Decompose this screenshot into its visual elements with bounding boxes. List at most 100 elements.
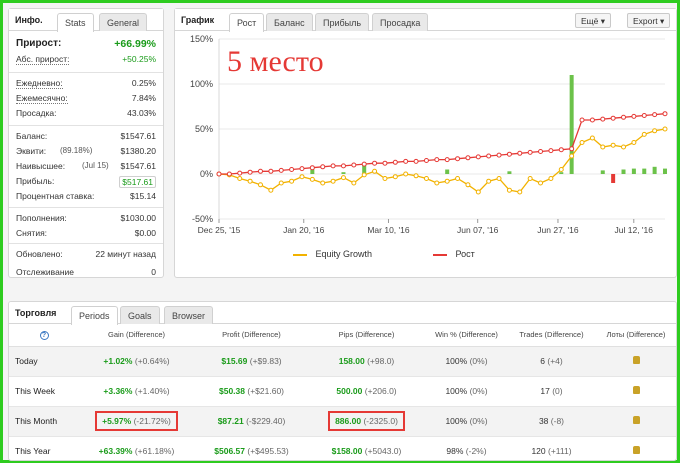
gain-diff: (-21.72%) (133, 416, 171, 426)
data-point (330, 163, 336, 169)
data-point (662, 111, 668, 117)
data-point (423, 158, 429, 163)
tab-growth[interactable]: Рост (229, 13, 265, 32)
gain-row: Прирост: +66.99% (16, 38, 156, 52)
drawdown-label: Просадка: (16, 108, 57, 118)
data-point (486, 153, 492, 159)
data-point (320, 180, 326, 186)
data-point (631, 113, 637, 119)
data-point (475, 189, 481, 195)
equity-row: Эквити: (89.18%) $1380.20 (16, 146, 156, 158)
data-point (455, 176, 461, 181)
chart-title: График (181, 15, 215, 25)
daily-label: Ежедневно: (16, 78, 63, 89)
data-point (652, 112, 658, 118)
legend-growth[interactable]: Рост (433, 249, 475, 259)
trades-diff: (+4) (547, 356, 563, 366)
data-point (506, 187, 512, 193)
highlight-box: 886.00 (-2325.0) (328, 411, 405, 431)
tracking-label: Отслеживание (16, 267, 75, 277)
interest-label: Процентная ставка: (16, 191, 95, 201)
info-panel: Инфо. Stats General Прирост: +66.99% Абс… (8, 8, 164, 278)
lots-cell (594, 406, 676, 437)
data-point (257, 182, 263, 188)
tab-stats[interactable]: Stats (57, 13, 94, 32)
profit-diff: (-$229.40) (246, 416, 286, 426)
lots-icon[interactable] (632, 356, 640, 364)
more-button[interactable]: Ещё ▾ (575, 13, 612, 28)
profit-diff: (+$9.83) (249, 356, 282, 366)
tab-balance[interactable]: Баланс (266, 13, 313, 31)
data-point (361, 172, 367, 178)
data-point (257, 168, 263, 174)
trades-value: 17 (540, 386, 550, 396)
lots-icon[interactable] (632, 416, 640, 424)
help-icon[interactable]: ? (39, 330, 49, 340)
tab-drawdown[interactable]: Просадка (372, 13, 429, 31)
lots-cell (594, 346, 676, 377)
data-point (652, 128, 658, 134)
gain-diff: (+61.18%) (134, 446, 175, 456)
data-point (340, 175, 346, 181)
data-point (392, 174, 398, 180)
pips-value: 158.00 (338, 356, 365, 366)
data-point (320, 164, 326, 170)
data-point (589, 135, 595, 141)
gain-value: +5.97% (102, 416, 132, 426)
data-point (382, 176, 388, 181)
withdrawals-label: Снятия: (16, 228, 48, 238)
gain-value: +3.36% (103, 386, 133, 396)
data-point (247, 178, 253, 184)
lots-icon[interactable] (632, 386, 640, 394)
tab-browser[interactable]: Browser (164, 306, 214, 324)
tab-goals[interactable]: Goals (120, 306, 160, 324)
chevron-down-icon: ▾ (659, 16, 665, 26)
monthly-label: Ежемесячно: (16, 93, 68, 104)
gain-value: +1.02% (103, 356, 133, 366)
lots-icon[interactable] (632, 446, 640, 454)
rank-overlay-text: 5 место (227, 45, 324, 78)
pips-cell: 500.00 (+206.0) (309, 376, 424, 407)
data-point (289, 178, 295, 184)
table-row: Today +1.02% (+0.64%) $15.69 (+$9.83) 15… (9, 346, 676, 377)
pips-diff: (-2325.0) (363, 416, 398, 426)
legend-line-icon (433, 253, 447, 256)
data-point (631, 140, 637, 145)
column-header: Gain (Difference) (79, 324, 194, 347)
data-point (403, 171, 409, 177)
pips-cell: 158.00 (+98.0) (309, 346, 424, 377)
profit-value: $15.69 (221, 356, 248, 366)
column-header: Win % (Difference) (424, 324, 509, 347)
y-tick-label: 0% (200, 169, 213, 179)
profit-bar (663, 168, 667, 174)
trades-cell: 6 (+4) (509, 346, 594, 377)
tab-general[interactable]: General (99, 13, 148, 31)
profit-value: $517.61 (119, 176, 156, 188)
legend-equity[interactable]: Equity Growth (293, 249, 372, 259)
pips-diff: (+5043.0) (364, 446, 402, 456)
gain-value: +66.99% (114, 38, 156, 50)
chart-panel: График Рост Баланс Прибыль Просадка Ещё … (174, 8, 677, 278)
tab-periods[interactable]: Periods (71, 306, 118, 325)
profit-diff: (+$495.53) (247, 446, 289, 456)
win-cell: 98% (-2%) (424, 436, 509, 460)
data-point (434, 180, 440, 186)
abs-gain-value: +50.25% (122, 54, 156, 64)
y-tick-label: 150% (190, 34, 213, 44)
profit-bar (611, 174, 616, 183)
profit-bar (341, 172, 346, 174)
column-header: Trades (Difference) (509, 324, 594, 347)
profit-cell: $15.69 (+$9.83) (194, 346, 309, 377)
equity-value: $1380.20 (120, 146, 156, 156)
gain-label: Прирост: (16, 38, 62, 49)
data-point (527, 149, 533, 155)
data-point (434, 157, 440, 163)
tab-profit[interactable]: Прибыль (315, 13, 370, 31)
profit-bar (642, 168, 647, 174)
win-cell: 100% (0%) (424, 376, 509, 407)
profit-bar (652, 166, 657, 174)
legend-line-icon (293, 253, 307, 256)
updated-label: Обновлено: (16, 249, 63, 259)
export-button[interactable]: Export ▾ (627, 13, 671, 28)
table-row: This Week +3.36% (+1.40%) $50.38 (+$21.6… (9, 376, 676, 407)
